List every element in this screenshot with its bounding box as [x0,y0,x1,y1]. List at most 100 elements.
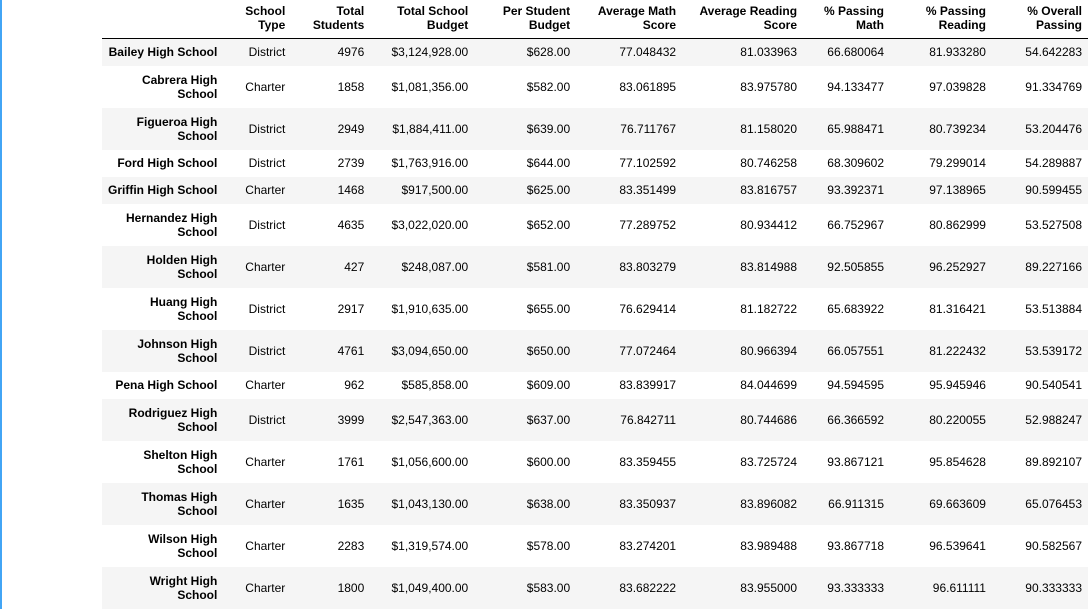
table-cell: $2,547,363.00 [391,413,469,427]
table-cell: 1800 [337,581,365,595]
table-cell: 96.539641 [929,539,986,553]
table-cell: $3,124,928.00 [391,45,469,59]
row-label: Wright High School [149,574,218,602]
table-cell: 92.505855 [827,260,884,274]
table-cell: Charter [245,455,286,469]
table-cell: 89.227166 [1025,260,1082,274]
table-cell: 4761 [337,344,365,358]
table-row: Huang High School District 2917 $1,910,635.… [102,288,1088,330]
table-cell: 2283 [337,539,365,553]
table-cell: 84.044699 [740,378,798,392]
table-cell: 83.359455 [619,455,677,469]
table-cell: 96.611111 [932,581,986,595]
row-index: Shelton High School [102,441,225,483]
table-cell: 53.539172 [1025,344,1082,358]
table-cell: 81.933280 [929,45,986,59]
table-cell: 69.663609 [929,497,986,511]
table-cell: District [248,344,286,358]
column-header: Per Student Budget [474,0,577,39]
index-header [102,0,226,39]
table-cell: 66.366592 [827,413,884,427]
table-row: Thomas High School Charter 1635 $1,043,130.… [102,483,1088,525]
table-cell: District [248,156,286,170]
table-cell: 90.333333 [1025,581,1082,595]
table-cell: $652.00 [526,218,571,232]
column-header: Total Students [291,0,371,39]
table-cell: 91.334769 [1025,80,1082,94]
table-cell: 2917 [337,302,365,316]
table-cell: 76.842711 [620,413,677,427]
column-header: Total School Budget [370,0,475,39]
table-cell: 3999 [337,413,365,427]
table-cell: District [248,218,286,232]
table-cell: 52.988247 [1025,413,1082,427]
row-label: Wilson High School [148,532,218,560]
table-cell: 93.333333 [827,581,884,595]
table-row: Holden High School Charter 427 $248,087.00 $… [102,246,1088,288]
table-cell: 94.133477 [827,80,884,94]
dataframe-output: School Type Total Students Total School Bu… [102,0,1088,609]
table-cell: 80.966394 [740,344,798,358]
table-cell: $585,858.00 [401,378,469,392]
table-cell: 90.582567 [1025,539,1082,553]
table-cell: 427 [344,260,365,274]
table-cell: 81.316421 [929,302,986,316]
table-cell: 65.683922 [827,302,884,316]
table-row: Figueroa High School District 2949 $1,884,4… [102,108,1088,150]
table-cell: 83.989488 [740,539,798,553]
table-cell: 83.350937 [619,497,677,511]
table-cell: 94.594595 [827,378,884,392]
table-cell: $1,056,600.00 [391,455,469,469]
table-cell: 93.867121 [827,455,884,469]
row-index: Cabrera High School [102,66,225,108]
table-cell: 83.274201 [619,539,677,553]
column-header: % Passing Reading [890,0,992,39]
table-cell: Charter [245,539,286,553]
row-label: Bailey High School [108,45,218,59]
table-row: Wright High School Charter 1800 $1,049,400.… [102,567,1088,609]
column-header: Average Reading Score [682,0,804,39]
table-cell: 2739 [337,156,365,170]
table-body: Bailey High School District 4976 $3,124,928… [102,38,1088,609]
table-row: Wilson High School Charter 2283 $1,319,574.… [102,525,1088,567]
row-index: Rodriguez High School [102,399,225,441]
table-cell: 2949 [337,122,365,136]
table-cell: 79.299014 [929,156,986,170]
row-label: Figueroa High School [136,115,218,143]
table-cell: 66.680064 [827,45,884,59]
row-index: Ford High School [102,150,225,177]
table-cell: 53.513884 [1025,302,1082,316]
table-cell: $3,022,020.00 [391,218,469,232]
table-cell: 83.955000 [740,581,798,595]
table-cell: 4976 [337,45,365,59]
table-cell: 77.072464 [619,344,677,358]
table-cell: 76.711767 [620,122,677,136]
table-cell: 4635 [337,218,365,232]
table-row: Hernandez High School District 4635 $3,022,… [102,204,1088,246]
table-cell: 83.839917 [619,378,677,392]
column-header: % Overall Passing [991,0,1088,39]
table-cell: 97.039828 [929,80,986,94]
table-cell: Charter [245,183,286,197]
table-cell: 83.061895 [619,80,677,94]
table-row: Cabrera High School Charter 1858 $1,081,356… [102,66,1088,108]
table-cell: 95.945946 [929,378,986,392]
table-cell: 54.289887 [1025,156,1082,170]
table-cell: 68.309602 [827,156,884,170]
table-row: Bailey High School District 4976 $3,124,928… [102,38,1088,67]
table-row: Shelton High School Charter 1761 $1,056,600… [102,441,1088,483]
row-label: Ford High School [117,156,218,170]
table-cell: $1,081,356.00 [391,80,469,94]
table-cell: 65.988471 [827,122,884,136]
table-cell: $600.00 [526,455,571,469]
table-cell: $644.00 [526,156,571,170]
table-cell: 77.289752 [619,218,677,232]
table-cell: $628.00 [526,45,571,59]
table-row: Griffin High School Charter 1468 $917,500.0… [102,177,1088,204]
table-cell: 1858 [337,80,365,94]
row-index: Bailey High School [102,39,225,67]
table-cell: $625.00 [526,183,571,197]
table-cell: $639.00 [526,122,571,136]
table-cell: $638.00 [526,497,571,511]
table-cell: 93.867718 [827,539,884,553]
